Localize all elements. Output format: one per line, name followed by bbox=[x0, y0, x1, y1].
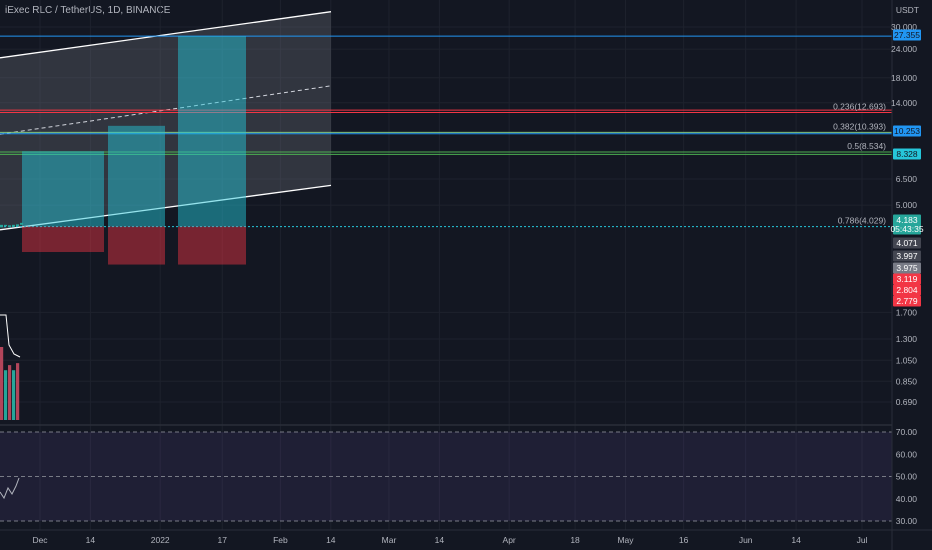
time-tick-label: May bbox=[617, 535, 634, 545]
price-tag-label: 2.779 bbox=[896, 296, 918, 306]
price-tag-bg bbox=[893, 148, 921, 160]
price-tag: 8.328 bbox=[893, 148, 921, 160]
volume-bar bbox=[8, 365, 12, 420]
price-tag-bg bbox=[893, 125, 921, 137]
indicator-line bbox=[0, 314, 21, 358]
position-loss-zone bbox=[108, 226, 165, 265]
price-tag-bg bbox=[893, 262, 921, 274]
price-tag-countdown: 05:43:35 bbox=[890, 224, 923, 234]
price-tick-label: 1.700 bbox=[896, 307, 918, 317]
price-tag-label: 4.071 bbox=[896, 238, 918, 248]
price-tag-bg bbox=[893, 284, 921, 296]
price-tick-label: 18.000 bbox=[891, 73, 917, 83]
time-tick-label: Feb bbox=[273, 535, 288, 545]
candle bbox=[8, 225, 11, 228]
price-tag: 2.779 bbox=[893, 295, 921, 307]
price-tag-bg bbox=[893, 273, 921, 285]
candle bbox=[20, 222, 23, 225]
rsi-tick-label: 40.00 bbox=[896, 494, 918, 504]
position-profit-zone bbox=[108, 125, 165, 227]
chart-title: iExec RLC / TetherUS, 1D, BINANCE bbox=[5, 5, 171, 16]
time-tick-label: Jul bbox=[857, 535, 868, 545]
price-tick-label: 1.300 bbox=[896, 334, 918, 344]
price-tag-label: 3.997 bbox=[896, 251, 918, 261]
time-tick-label: Apr bbox=[503, 535, 516, 545]
candle bbox=[0, 224, 3, 228]
rsi-tick-label: 70.00 bbox=[896, 427, 918, 437]
volume-bar bbox=[16, 363, 20, 420]
price-tag-bg bbox=[893, 29, 921, 41]
price-tag-bg bbox=[893, 237, 921, 249]
price-tag-label: 3.975 bbox=[896, 263, 918, 273]
position-profit-zone bbox=[22, 151, 104, 227]
price-tick-label: 1.050 bbox=[896, 355, 918, 365]
price-tag: 2.804 bbox=[893, 284, 921, 296]
price-tag: 4.071 bbox=[893, 237, 921, 249]
candle bbox=[16, 224, 19, 227]
time-tick-label: Mar bbox=[382, 535, 397, 545]
rsi-tick-label: 50.00 bbox=[896, 472, 918, 482]
price-tick-label: 0.690 bbox=[896, 397, 918, 407]
volume-bar bbox=[0, 346, 4, 420]
rsi-tick-label: 60.00 bbox=[896, 449, 918, 459]
price-tick-label: 30.000 bbox=[891, 22, 917, 32]
time-tick-label: 14 bbox=[326, 535, 336, 545]
time-tick-label: 14 bbox=[791, 535, 801, 545]
price-tick-label: 5.000 bbox=[896, 200, 918, 210]
position-profit-zone bbox=[178, 36, 246, 227]
fib-level-label: 0.786(4.029) bbox=[838, 216, 886, 226]
price-tick-label: 14.000 bbox=[891, 98, 917, 108]
rsi-line bbox=[0, 477, 20, 500]
time-tick-label: 2022 bbox=[151, 535, 170, 545]
price-tag-bg bbox=[893, 250, 921, 262]
channel-lower-line bbox=[0, 184, 332, 231]
price-tag: 10.253 bbox=[893, 125, 921, 137]
price-tick-label: 6.500 bbox=[896, 174, 918, 184]
time-tick-label: 16 bbox=[679, 535, 689, 545]
time-tick-label: 17 bbox=[218, 535, 228, 545]
price-tag: 27.355 bbox=[893, 29, 921, 41]
time-tick-label: Dec bbox=[32, 535, 48, 545]
candle bbox=[12, 224, 15, 227]
time-tick-label: 14 bbox=[435, 535, 445, 545]
channel-upper-line bbox=[0, 11, 332, 59]
price-tick-label: 0.850 bbox=[896, 376, 918, 386]
fib-level-label: 0.382(10.393) bbox=[833, 121, 886, 131]
axis-unit-label: USDT bbox=[896, 5, 919, 15]
price-tag-bg bbox=[893, 295, 921, 307]
price-tag: 3.997 bbox=[893, 250, 921, 262]
price-tag: 3.119 bbox=[893, 273, 921, 285]
position-loss-zone bbox=[22, 226, 104, 253]
time-tick-label: 14 bbox=[86, 535, 96, 545]
price-tag-bg bbox=[893, 214, 921, 235]
rsi-tick-label: 30.00 bbox=[896, 516, 918, 526]
price-tag-label: 10.253 bbox=[894, 126, 920, 136]
fib-level-label: 0.5(8.534) bbox=[847, 141, 886, 151]
volume-bar bbox=[12, 370, 16, 420]
price-tag-label: 4.183 bbox=[896, 215, 918, 225]
time-tick-label: Jun bbox=[739, 535, 753, 545]
price-tick-label: 24.000 bbox=[891, 44, 917, 54]
time-tick-label: 18 bbox=[570, 535, 580, 545]
volume-bar bbox=[4, 370, 8, 420]
price-tag-label: 3.119 bbox=[897, 274, 918, 284]
price-tag-label: 8.328 bbox=[896, 149, 918, 159]
fib-level-label: 0.236(12.693) bbox=[833, 102, 886, 112]
price-tag: 3.975 bbox=[893, 262, 921, 274]
position-loss-zone bbox=[178, 226, 246, 265]
channel-fill bbox=[0, 11, 331, 230]
price-tag-label: 2.804 bbox=[896, 285, 918, 295]
candle bbox=[4, 224, 7, 227]
price-tag-label: 27.355 bbox=[894, 30, 920, 40]
